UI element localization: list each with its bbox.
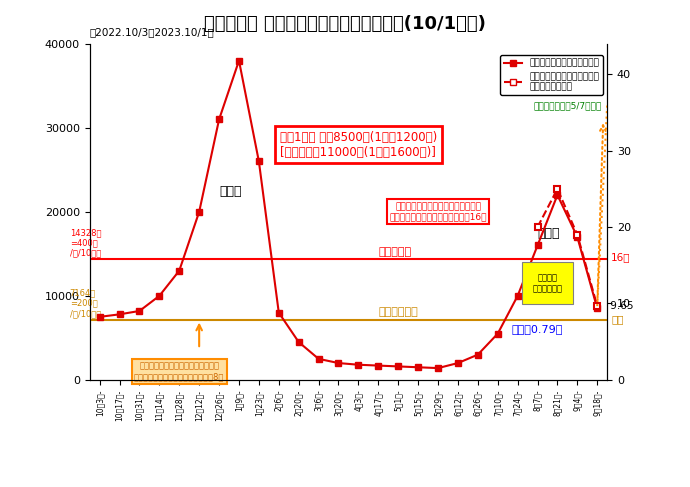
- FancyBboxPatch shape: [522, 262, 573, 304]
- Text: 第８波: 第８波: [219, 185, 242, 198]
- Text: この1週間 推計8500人(1日約1200人)
[先週は推計11000人(1日約1600人)]: この1週間 推計8500人(1日約1200人) [先週は推計11000人(1日約…: [279, 131, 437, 159]
- Text: このラインを超えると医療がひっ迫
するおそれ＝感染拡大警報の目安16人: このラインを超えると医療がひっ迫 するおそれ＝感染拡大警報の目安16人: [389, 202, 486, 222]
- Text: 静岡県全体 第８波以降の１週間感染者数(10/1まで): 静岡県全体 第８波以降の１週間感染者数(10/1まで): [204, 15, 486, 33]
- Legend: 県全体　全感染者数（左軸）, 県全体　定点医療機関あたり
感染者数（右軸）: 県全体 全感染者数（左軸）, 県全体 定点医療機関あたり 感染者数（右軸）: [500, 55, 602, 95]
- Text: このラインを超えると感染者が急増
するおそれ＝感染拡大注意報の目安8人: このラインを超えると感染者が急増 するおそれ＝感染拡大注意報の目安8人: [134, 362, 224, 381]
- Text: 前週比0.79倍: 前週比0.79倍: [512, 324, 563, 335]
- Text: 注意報レベル: 注意報レベル: [378, 307, 418, 317]
- Text: 警報レベル: 警報レベル: [378, 247, 411, 257]
- Text: 14328人
=400人
/週/10万人: 14328人 =400人 /週/10万人: [70, 228, 101, 258]
- Text: 7164人
=200人
/週/10万人: 7164人 =200人 /週/10万人: [70, 288, 101, 318]
- Text: 9.65: 9.65: [607, 301, 633, 311]
- Text: （2022.10/3～2023.10/1）: （2022.10/3～2023.10/1）: [90, 27, 215, 37]
- Text: （全感染者数は5/7まで）: （全感染者数は5/7まで）: [534, 101, 602, 110]
- Text: 感染拡大
注意報レベル: 感染拡大 注意報レベル: [533, 274, 562, 293]
- Text: ８人: ８人: [611, 314, 624, 324]
- Text: 第９波: 第９波: [538, 227, 560, 240]
- Text: 16人: 16人: [611, 253, 631, 262]
